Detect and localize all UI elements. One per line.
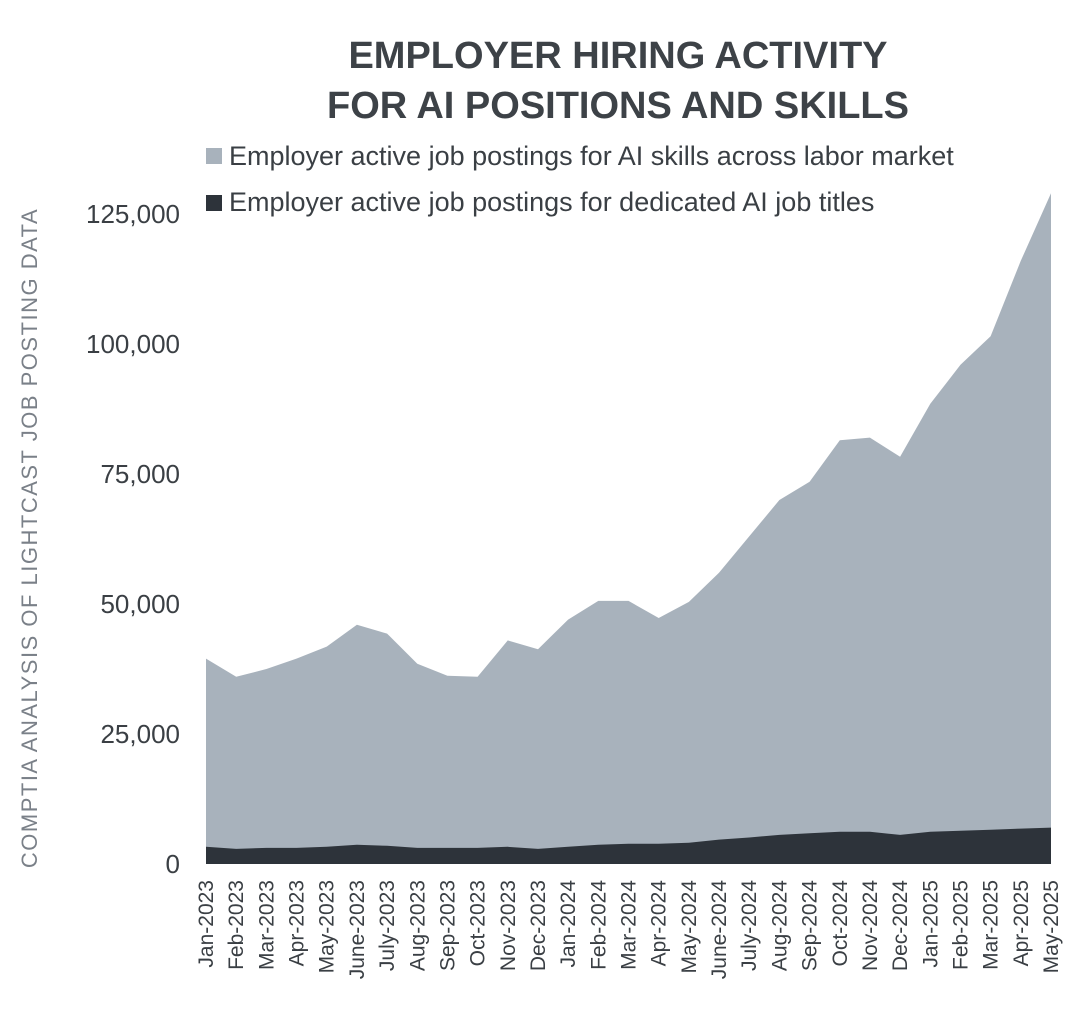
legend-label-ai-job-titles: Employer active job postings for dedicat…	[229, 187, 874, 217]
x-tick-label: Jan-2025	[919, 880, 942, 968]
y-tick-label: 0	[166, 849, 180, 879]
x-tick-label: Feb-2023	[225, 880, 248, 970]
y-tick-label: 25,000	[100, 719, 180, 749]
x-tick-label: May-2025	[1040, 880, 1063, 973]
chart-legend: Employer active job postings for AI skil…	[206, 141, 954, 217]
x-tick-label: Sep-2023	[436, 880, 459, 971]
legend-swatch-ai-skills	[206, 148, 222, 164]
x-tick-label: Mar-2024	[618, 880, 641, 970]
y-tick-label: 50,000	[100, 589, 180, 619]
x-tick-label: June-2024	[708, 880, 731, 980]
x-tick-label: July-2024	[738, 880, 761, 971]
x-tick-label: Jan-2023	[195, 880, 218, 968]
x-tick-label: Feb-2025	[950, 880, 973, 970]
x-tick-label: Apr-2024	[648, 880, 671, 967]
x-tick-label: Nov-2024	[859, 880, 882, 971]
x-tick-label: May-2024	[678, 880, 701, 974]
x-tick-label: Aug-2024	[768, 880, 791, 971]
x-tick-label: Jan-2024	[557, 880, 580, 968]
legend-label-ai-skills: Employer active job postings for AI skil…	[229, 141, 954, 171]
x-tick-label: Dec-2024	[889, 880, 912, 971]
x-tick-label: June-2023	[346, 880, 369, 979]
y-axis-label: COMPTIA ANALYSIS OF LIGHTCAST JOB POSTIN…	[17, 208, 42, 868]
chart-title-line-1: EMPLOYER HIRING ACTIVITY	[348, 35, 887, 77]
y-tick-label: 100,000	[86, 329, 180, 359]
y-tick-label: 75,000	[100, 459, 180, 489]
x-tick-label: Oct-2023	[467, 880, 490, 966]
x-tick-label: Apr-2023	[286, 880, 309, 966]
plot-areas	[206, 193, 1051, 864]
x-tick-label: May-2023	[316, 880, 339, 973]
series-area-1	[206, 827, 1051, 864]
x-tick-label: Nov-2023	[497, 880, 520, 971]
x-tick-label: Mar-2023	[255, 880, 278, 970]
x-tick-label: Dec-2023	[527, 880, 550, 971]
series-area-0	[206, 193, 1051, 864]
x-tick-label: Apr-2025	[1010, 880, 1033, 966]
x-tick-label: July-2023	[376, 880, 399, 971]
x-tick-label: Sep-2024	[799, 880, 822, 971]
x-tick-label: Mar-2025	[980, 880, 1003, 970]
x-tick-label: Aug-2023	[406, 880, 429, 971]
x-axis-ticks: Jan-2023 Feb-2023 Mar-2023 Apr-2023 May-2023…	[195, 880, 1063, 980]
legend-swatch-ai-job-titles	[206, 195, 222, 211]
x-tick-label: Oct-2024	[829, 880, 852, 967]
y-tick-label: 125,000	[86, 199, 180, 229]
y-axis-ticks: 0 25,000 50,000 75,000 100,000 125,000	[86, 199, 180, 879]
x-tick-label: Feb-2024	[587, 880, 610, 970]
chart-title-line-2: FOR AI POSITIONS AND SKILLS	[327, 85, 909, 127]
